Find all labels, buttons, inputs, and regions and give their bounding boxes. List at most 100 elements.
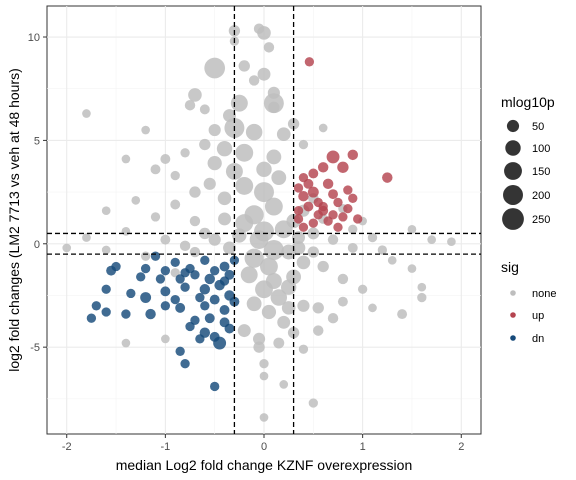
data-point-none: [217, 191, 232, 206]
data-point-dn: [213, 336, 227, 350]
data-point-none: [281, 301, 296, 315]
data-point-dn: [145, 308, 156, 320]
data-point-none: [225, 162, 243, 180]
data-point-up: [303, 201, 314, 212]
data-point-none: [259, 371, 269, 381]
color-legend-key-up: [510, 312, 516, 318]
data-point-none: [189, 186, 201, 198]
data-point-none: [170, 199, 181, 210]
data-point-none: [230, 94, 248, 112]
data-point-none: [297, 299, 310, 312]
data-point-dn: [126, 288, 136, 299]
data-point-none: [327, 234, 339, 245]
data-point-none: [82, 109, 91, 118]
data-point-up: [353, 214, 363, 224]
data-point-up: [293, 206, 304, 216]
data-point-up: [298, 222, 309, 232]
data-point-none: [249, 230, 269, 250]
data-point-up: [326, 150, 340, 164]
size-legend-key: [504, 162, 522, 180]
data-point-up: [343, 185, 353, 195]
data-point-none: [298, 344, 309, 354]
data-point-none: [160, 154, 171, 164]
size-legend-label: 200: [532, 190, 550, 202]
x-tick-label: -2: [62, 441, 72, 453]
data-point-none: [218, 212, 232, 226]
data-point-up: [293, 183, 304, 193]
data-point-dn: [160, 265, 171, 276]
data-point-none: [277, 315, 291, 329]
data-point-up: [298, 191, 309, 202]
color-legend: sig none up dn: [501, 259, 556, 345]
series-dn: [86, 251, 240, 392]
data-point-none: [259, 413, 269, 422]
data-point-up: [328, 189, 338, 200]
data-point-none: [62, 243, 72, 253]
size-legend-label: 250: [532, 214, 550, 226]
x-axis-title: median Log2 fold change KZNF overexpress…: [116, 457, 413, 473]
data-point-none: [160, 234, 171, 245]
data-point-dn: [190, 315, 200, 325]
data-point-none: [170, 170, 180, 181]
data-point-none: [254, 182, 274, 203]
data-point-dn: [210, 381, 220, 392]
data-point-none: [248, 75, 260, 86]
data-point-up: [298, 172, 309, 183]
data-point-none: [387, 255, 397, 265]
size-legend-key: [505, 140, 521, 156]
data-point-none: [204, 57, 226, 79]
size-legend-key: [502, 208, 524, 230]
data-point-none: [199, 138, 211, 151]
y-tick-label: 10: [28, 32, 40, 44]
data-point-none: [270, 289, 288, 306]
data-point-up: [347, 149, 358, 161]
data-point-none: [203, 177, 216, 190]
data-point-none: [235, 143, 254, 162]
data-point-none: [259, 359, 269, 369]
data-point-dn: [219, 304, 230, 315]
data-point-up: [293, 214, 304, 224]
data-point-none: [292, 231, 305, 245]
data-point-dn: [200, 301, 210, 311]
size-legend-title: mlog10p: [501, 94, 555, 110]
data-point-none: [287, 118, 300, 130]
data-point-none: [280, 279, 297, 295]
size-legend-label: 150: [532, 166, 550, 178]
data-point-up: [348, 193, 358, 203]
data-point-up: [318, 201, 328, 212]
data-point-none: [207, 156, 222, 171]
color-legend-title: sig: [501, 259, 519, 275]
data-point-none: [208, 233, 221, 246]
data-point-none: [150, 212, 161, 222]
data-point-none: [170, 268, 180, 278]
series-none: [62, 23, 456, 422]
data-point-none: [291, 241, 306, 255]
data-point-none: [161, 334, 170, 344]
data-point-dn: [175, 346, 185, 356]
data-point-none: [141, 125, 150, 135]
data-point-none: [271, 170, 287, 186]
data-point-none: [447, 237, 456, 247]
data-point-none: [245, 123, 263, 141]
data-point-dn: [199, 284, 211, 295]
data-point-up: [338, 212, 348, 222]
data-point-up: [307, 186, 319, 198]
data-point-none: [240, 266, 258, 284]
data-point-up: [333, 197, 343, 208]
data-point-dn: [204, 273, 215, 285]
data-point-none: [121, 338, 131, 348]
data-point-none: [255, 280, 273, 299]
color-legend-key-dn: [510, 335, 516, 341]
data-point-none: [237, 324, 251, 338]
data-point-none: [244, 248, 264, 268]
color-legend-label-up: up: [532, 310, 544, 322]
data-point-dn: [210, 265, 220, 276]
data-point-dn: [155, 274, 166, 284]
data-point-none: [180, 148, 190, 158]
data-point-none: [279, 380, 289, 389]
data-point-dn: [136, 272, 146, 282]
major-gridlines: [47, 6, 481, 434]
data-point-none: [101, 245, 111, 255]
data-point-dn: [170, 294, 180, 305]
